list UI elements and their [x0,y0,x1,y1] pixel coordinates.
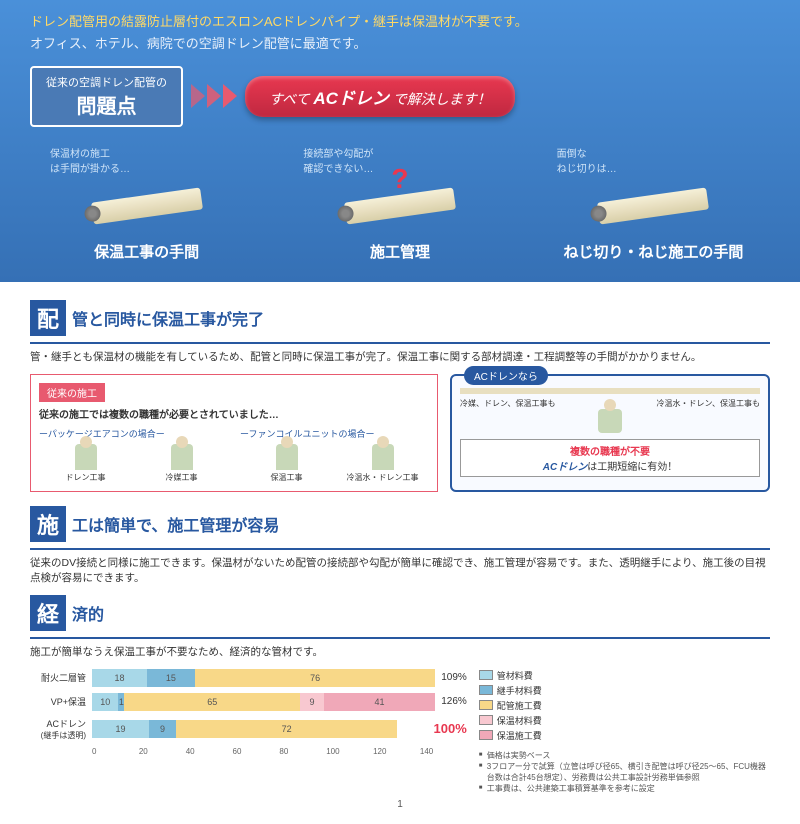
sec2-title: 工は簡単で、施工管理が容易 [72,512,279,536]
sec3-badge: 経 [30,595,66,631]
sec1-body: 管・継手とも保温材の機能を有しているため、配管と同時に保温工事が完了。保温工事に… [30,350,770,366]
old-method-box: 従来の施工 従来の施工では複数の職種が必要とされていました… ーパッケージエアコ… [30,374,438,492]
sec3-body: 施工が簡単なうえ保温工事が不要なため、経済的な管材です。 [30,645,770,661]
hero-line2: オフィス、ホテル、病院での空調ドレン配管に最適です。 [30,33,770,52]
sec1-title: 管と同時に保温工事が完了 [72,306,264,330]
hero-banner: ドレン配管用の結露防止層付のエスロンACドレンパイプ・継手は保温材が不要です。 … [0,0,800,282]
sec1-badge: 配 [30,300,66,336]
worker-icon [598,409,622,433]
chart-legend: 管材料費継手材料費配管施工費保温材料費保温施工費 価格は実勢ベース3フロアー分で… [479,669,770,795]
solve-badge: すべて ACドレン で解決します！ [245,76,515,117]
hero-line1: ドレン配管用の結露防止層付のエスロンACドレンパイプ・継手は保温材が不要です。 [30,12,770,33]
pipes-row: 保温材の施工は手間が掛かる…保温工事の手間接続部や勾配が確認できない…?施工管理… [30,145,770,262]
content-area: 配管と同時に保温工事が完了 管・継手とも保温材の機能を有しているため、配管と同時… [0,282,800,824]
cost-chart: 耐火二層管181576109%VP+保温10165941126%ACドレン(継手… [30,669,467,795]
sec2-body: 従来のDV接続と同様に施工できます。保温材がないため配管の接続部や勾配が簡単に確… [30,556,770,588]
sec3-title: 済的 [72,601,104,625]
problem-badge: 従来の空調ドレン配管の 問題点 [30,66,183,127]
page-number: 1 [30,795,770,814]
sec2-badge: 施 [30,506,66,542]
arrows-icon [191,84,237,108]
new-method-box: ACドレンなら 冷媒、ドレン、保温工事も冷温水・ドレン、保温工事も 複数の職種が… [450,374,770,492]
